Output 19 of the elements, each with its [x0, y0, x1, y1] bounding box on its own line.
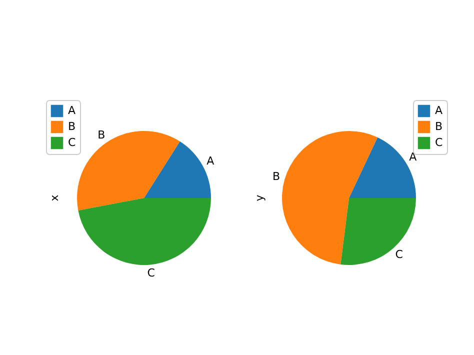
legend-label: C	[435, 136, 443, 149]
legend-label: A	[68, 104, 76, 117]
legend-label: A	[435, 104, 443, 117]
text: y	[253, 194, 266, 202]
pie-slice	[340, 198, 416, 265]
pie-slice	[78, 198, 211, 265]
pie-slice	[349, 137, 416, 198]
slice-label: B	[272, 170, 280, 183]
legend-label: C	[68, 136, 76, 149]
slice-label: C	[395, 248, 404, 261]
text: x	[48, 194, 61, 202]
slice-label: A	[206, 154, 215, 168]
legend-label: B	[68, 120, 76, 133]
slice-label: A	[409, 150, 418, 164]
pie-slice	[77, 131, 180, 211]
pie-slice	[282, 131, 378, 264]
slice-label: B	[98, 128, 106, 142]
legend-label: B	[435, 120, 443, 133]
slice-label: C	[147, 266, 156, 280]
